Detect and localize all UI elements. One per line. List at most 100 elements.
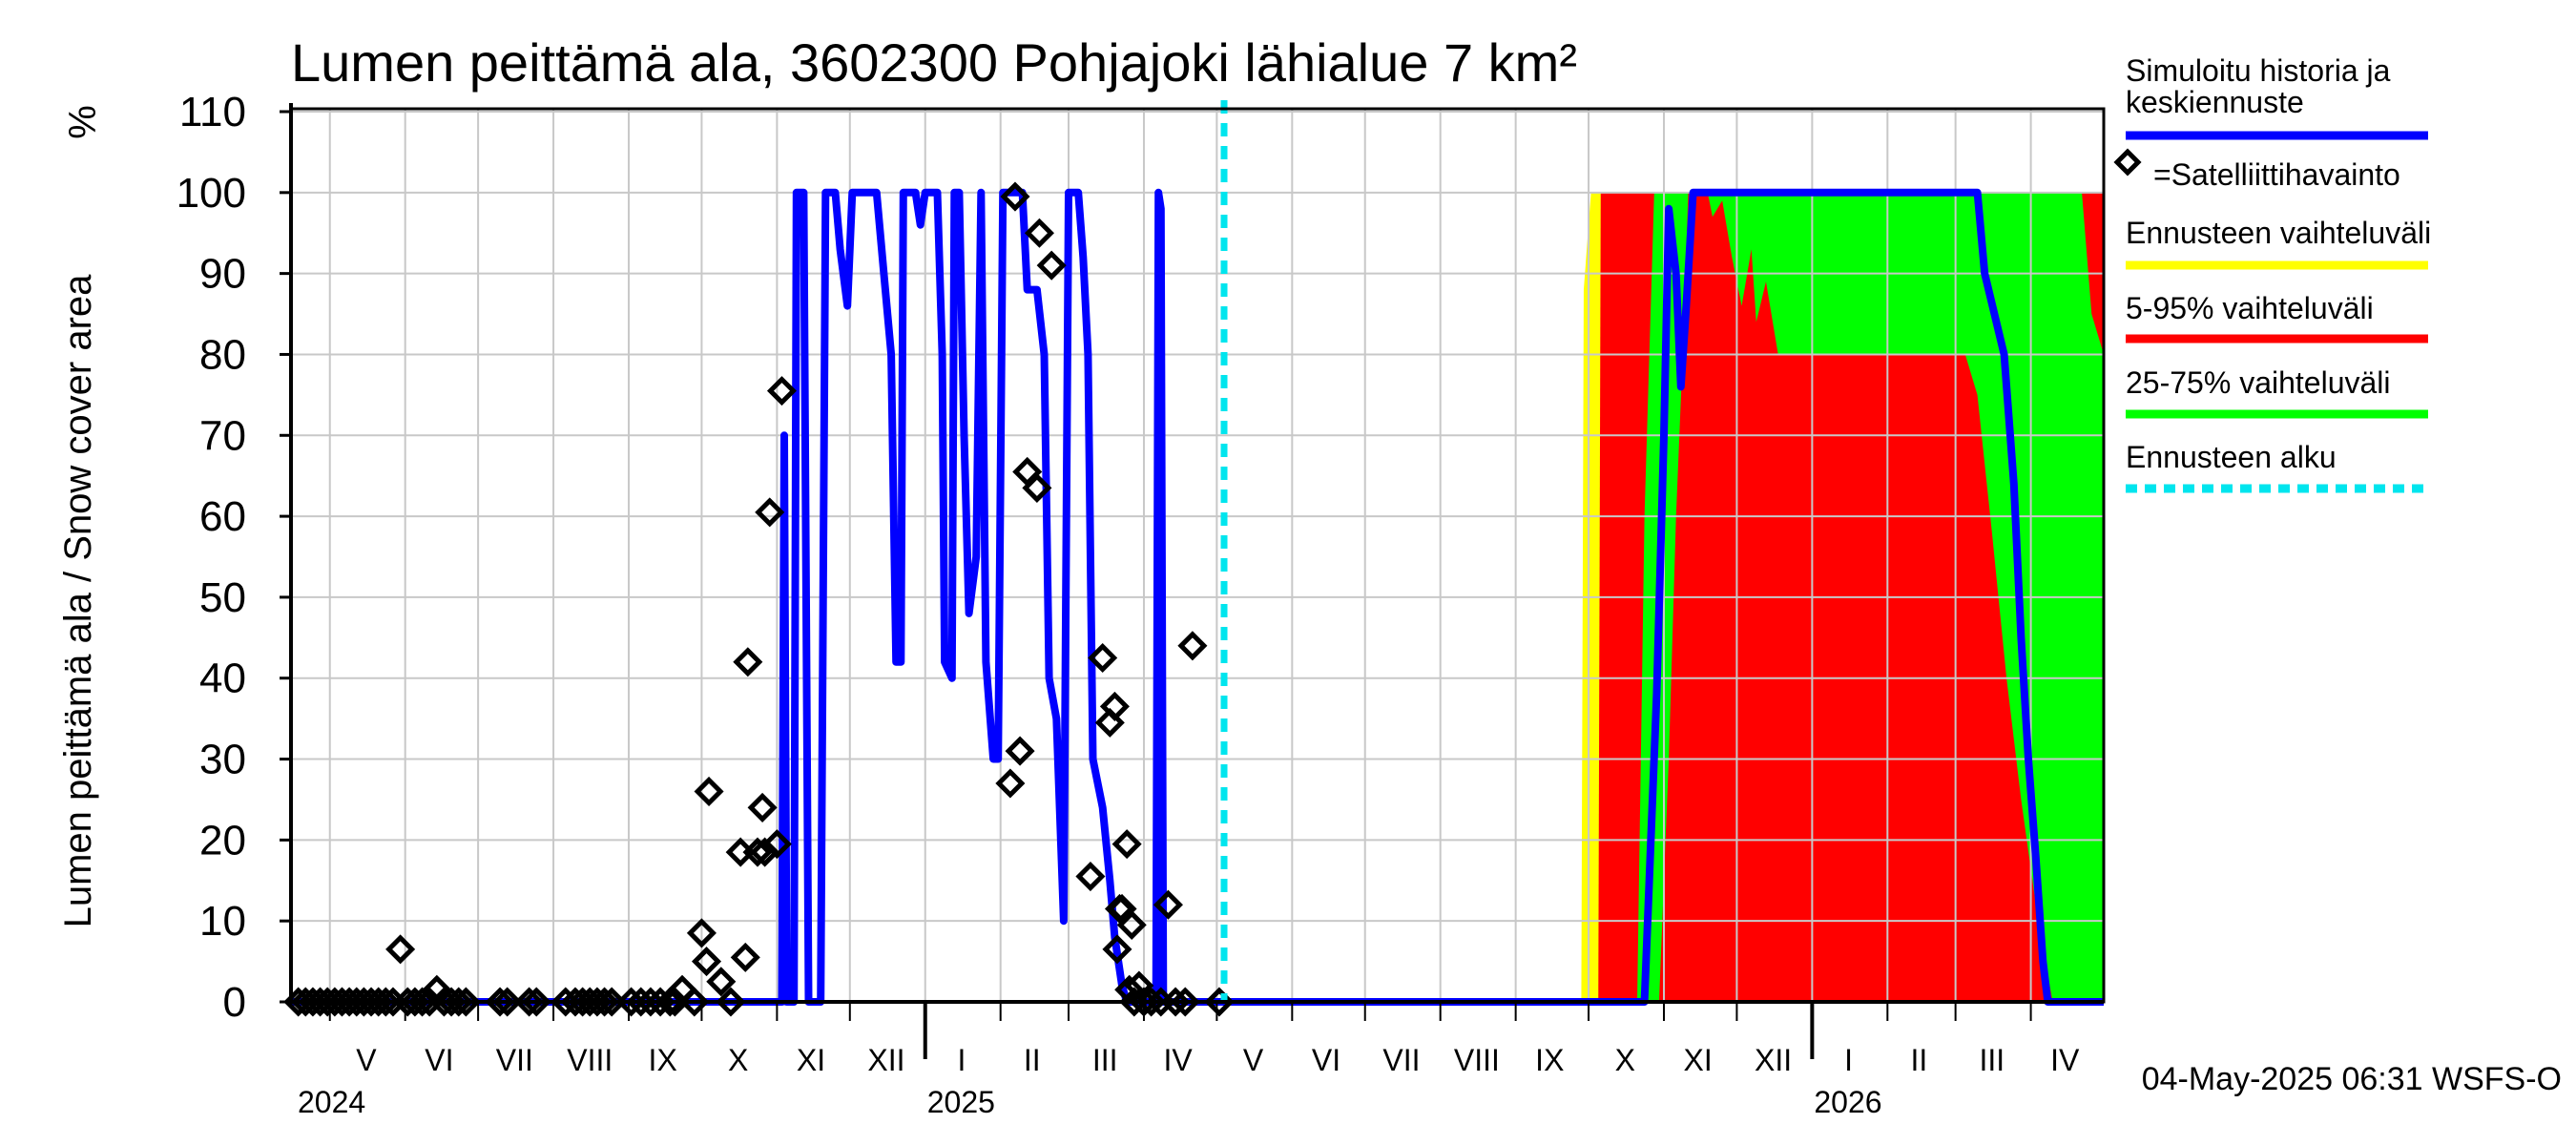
satellite-diamond: [1116, 909, 1147, 940]
month-label: V: [356, 1043, 377, 1077]
legend-label: keskiennuste: [2126, 85, 2304, 119]
month-label: IX: [1535, 1043, 1564, 1077]
month-label: X: [728, 1043, 748, 1077]
satellite-diamond: [730, 942, 760, 972]
month-label: IV: [2050, 1043, 2080, 1077]
y-tick-label: 10: [199, 898, 246, 945]
y-tick-label: 80: [199, 331, 246, 378]
satellite-diamond: [626, 987, 656, 1017]
y-tick-label: 90: [199, 251, 246, 298]
month-label: V: [1243, 1043, 1264, 1077]
y-tick-label: 100: [177, 170, 246, 217]
satellite-diamond: [1094, 707, 1125, 738]
satellite-diamond: [733, 647, 763, 677]
satellite-diamond: [706, 967, 737, 997]
y-tick-label: 30: [199, 737, 246, 783]
month-label: IV: [1164, 1043, 1194, 1077]
month-label: III: [1092, 1043, 1118, 1077]
month-label: VIII: [567, 1043, 613, 1077]
satellite-diamond: [590, 987, 620, 1017]
satellite-diamond: [1136, 987, 1167, 1017]
satellite-diamond: [406, 987, 438, 1017]
satellite-diamond: [1005, 736, 1035, 766]
month-label: X: [1615, 1043, 1635, 1077]
year-label: 2026: [1814, 1085, 1881, 1119]
satellite-diamond: [1022, 472, 1052, 503]
satellite-diamond: [1170, 987, 1200, 1017]
satellite-diamond: [1099, 691, 1130, 721]
satellite-diamond: [485, 987, 515, 1017]
month-label: XII: [1755, 1043, 1792, 1077]
satellite-diamond: [694, 776, 724, 807]
satellite-diamond: [492, 987, 523, 1017]
legend-label: 5-95% vaihteluväli: [2126, 291, 2374, 325]
satellite-diamond: [747, 792, 778, 822]
satellite-diamond: [1160, 987, 1191, 1017]
satellite-diamond: [1000, 181, 1030, 212]
satellite-diamond: [742, 837, 773, 867]
satellite-diamond: [1024, 218, 1054, 248]
satellite-diamond: [450, 987, 481, 1017]
timestamp-footer: 04-May-2025 06:31 WSFS-O: [2142, 1061, 2562, 1097]
month-label: XI: [797, 1043, 825, 1077]
y-tick-label: 110: [179, 89, 246, 135]
satellite-diamond: [716, 987, 746, 1017]
series-lines: [291, 188, 2104, 1006]
satellite-diamond: [385, 934, 416, 965]
month-label: III: [1980, 1043, 2005, 1077]
month-label: IX: [649, 1043, 677, 1077]
series-line-simulated: [291, 188, 2104, 1006]
satellite-diamond: [691, 947, 722, 977]
chart-title: Lumen peittämä ala, 3602300 Pohjajoki lä…: [291, 32, 1577, 93]
legend-diamond: [2113, 148, 2142, 177]
month-label: XI: [1684, 1043, 1713, 1077]
month-label: I: [1844, 1043, 1853, 1077]
satellite-diamond: [514, 987, 545, 1017]
satellite-diamond: [596, 987, 627, 1017]
satellite-diamond: [1111, 829, 1142, 860]
satellite-diamond: [679, 987, 710, 1017]
month-label: II: [1911, 1043, 1928, 1077]
y-tick-label: 20: [199, 817, 246, 864]
legend-label: 25-75% vaihteluväli: [2126, 365, 2391, 400]
satellite-diamond: [616, 987, 647, 1017]
x-ticks: V VI VII VIII IX X XI XII I II III IV V VI VII VIII IX X X…: [298, 1002, 2080, 1119]
satellite-diamond: [370, 987, 401, 1017]
satellite-diamond: [444, 987, 474, 1017]
y-tick-label: 60: [199, 493, 246, 540]
y-tick-label: 0: [223, 979, 246, 1026]
y-ticks: 0 10 20 30 40 50 60 70 80 90 100 110: [177, 89, 291, 1026]
month-label: VI: [1312, 1043, 1340, 1077]
month-label: VIII: [1454, 1043, 1500, 1077]
satellite-diamond: [995, 768, 1026, 799]
satellite-diamond: [1177, 631, 1208, 661]
year-label: 2024: [298, 1085, 365, 1119]
satellite-diamond: [1153, 889, 1183, 920]
month-label: II: [1024, 1043, 1041, 1077]
band-25-75-vaihteluv-li: [1636, 192, 2104, 1002]
month-label: XII: [867, 1043, 904, 1077]
satellite-diamond: [1088, 642, 1118, 674]
month-label: VII: [496, 1043, 533, 1077]
satellite-diamond: [521, 987, 551, 1017]
month-label: I: [958, 1043, 966, 1077]
satellite-diamond: [766, 376, 798, 406]
satellite-diamond: [1036, 250, 1067, 281]
legend-label: Simuloitu historia ja: [2126, 53, 2391, 88]
satellite-markers: [283, 181, 1235, 1017]
month-label: VII: [1382, 1043, 1420, 1077]
legend-label: Ennusteen vaihteluväli: [2126, 216, 2431, 250]
satellite-diamond: [755, 497, 785, 528]
y-axis-unit: %: [62, 105, 104, 139]
legend-label: =Satelliittihavainto: [2153, 157, 2400, 192]
axes: [289, 103, 2106, 1004]
y-axis-label: Lumen peittämä ala / Snow cover area: [57, 274, 99, 928]
legend-label: Ennusteen alku: [2126, 440, 2337, 474]
satellite-diamond: [761, 829, 792, 860]
month-label: VI: [425, 1043, 453, 1077]
satellite-diamond: [1075, 861, 1106, 892]
satellite-diamond: [1102, 934, 1132, 965]
y-tick-label: 40: [199, 656, 246, 702]
